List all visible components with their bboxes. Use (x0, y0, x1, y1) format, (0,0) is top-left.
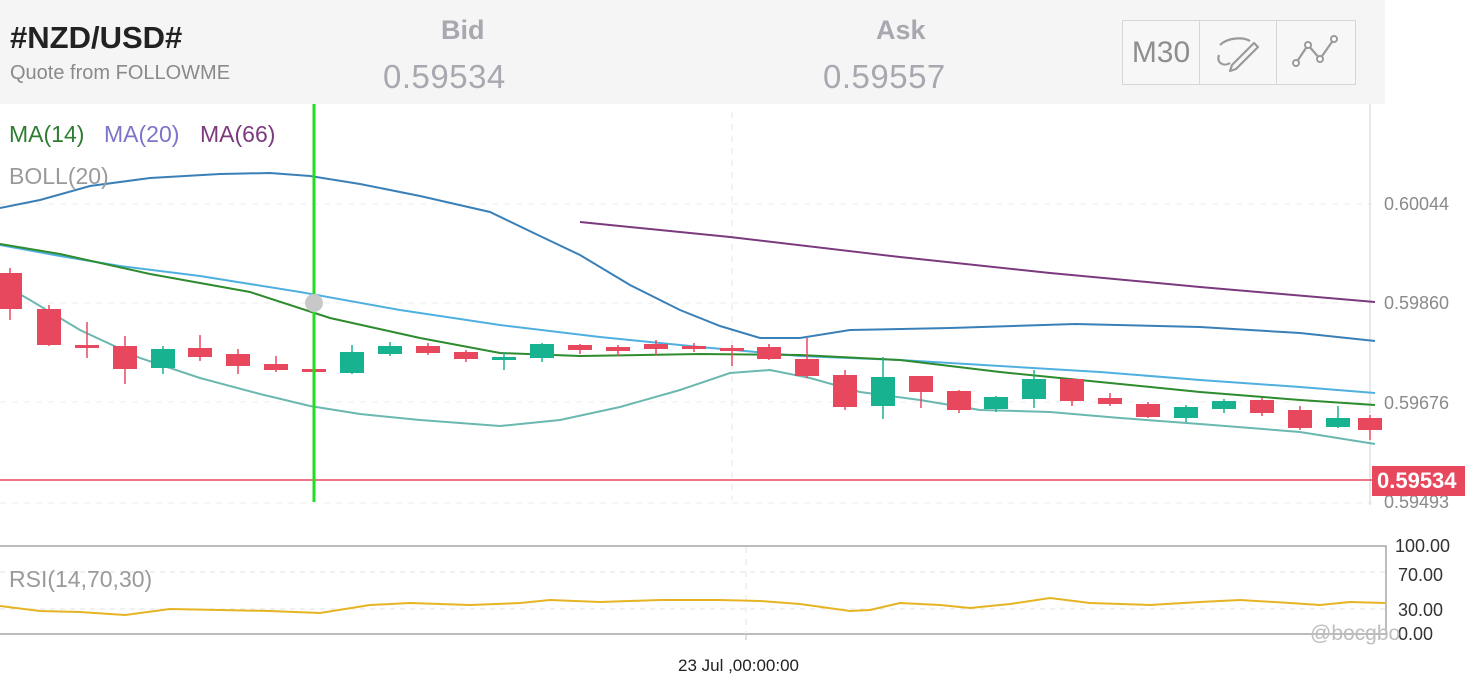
boll-lower-line (0, 282, 1376, 445)
price-axis-label-1: 0.60044 (1384, 194, 1450, 214)
candle-body (416, 346, 440, 353)
legend-ma66: MA(66) (200, 121, 276, 147)
candle-body (37, 309, 61, 345)
rsi-line (0, 596, 1386, 617)
legend-ma20: MA(20) (104, 121, 180, 147)
rsi-level-100: 100.00 (1395, 536, 1451, 556)
bid-label: Bid (441, 15, 485, 45)
candle-body (984, 397, 1008, 409)
candle-body (75, 345, 99, 348)
candle-body (151, 349, 175, 368)
candle-body (1098, 398, 1122, 404)
candle-body (1250, 400, 1274, 413)
legend-boll: BOLL(20) (9, 163, 109, 189)
ma14-line (0, 243, 1376, 406)
quote-source: Quote from FOLLOWME (10, 62, 231, 84)
candle-body (113, 346, 137, 369)
header-right-margin (1385, 0, 1465, 104)
candle-body (378, 346, 402, 354)
candle-body (530, 344, 554, 358)
candle-body (720, 348, 744, 351)
rsi-level-70: 70.00 (1398, 565, 1444, 585)
legend-ma14: MA(14) (9, 121, 85, 147)
boll-upper-line (0, 171, 1376, 342)
candle-body (264, 364, 288, 370)
candle-body (606, 347, 630, 351)
candle-body (644, 344, 668, 349)
timeframe-button[interactable]: M30 (1123, 21, 1200, 84)
timeframe-label: M30 (1131, 35, 1191, 69)
pencil-draw-icon (1217, 36, 1260, 72)
rsi-panel-border (0, 545, 1387, 635)
rsi-level-30: 30.00 (1398, 600, 1444, 620)
ask-label: Ask (876, 15, 926, 45)
candle-body (1174, 407, 1198, 418)
candle-body (1288, 410, 1312, 428)
rsi-label: RSI(14,70,30) (9, 566, 153, 592)
candle-body (833, 375, 857, 407)
candle-body (454, 352, 478, 359)
candle-body (568, 345, 592, 350)
rsi-level-0: 0.00 (1398, 624, 1434, 644)
candle-body (188, 348, 212, 357)
candle-body (871, 377, 895, 406)
candle-body (1326, 418, 1350, 427)
candle-body (340, 352, 364, 373)
indicator-button[interactable] (1277, 21, 1354, 84)
symbol-title[interactable]: #NZD/USD# (10, 20, 183, 55)
candle-body (226, 354, 250, 366)
candle-body (947, 391, 971, 410)
price-axis-label-3: 0.59676 (1384, 393, 1450, 413)
price-axis-label-2: 0.59860 (1384, 293, 1450, 313)
candle-body (0, 273, 22, 309)
time-axis-label: 23 Jul ,00:00:00 (678, 656, 799, 675)
candle-body (1358, 418, 1382, 430)
boll-middle-line (0, 244, 1376, 394)
crosshair-handle (305, 294, 323, 312)
candle-body (795, 359, 819, 376)
candle-body (1022, 379, 1046, 399)
watermark: @bocgbo (1310, 622, 1401, 645)
candle-body (682, 346, 706, 349)
candle-body (492, 357, 516, 360)
price-axis-label-4: 0.59493 (1384, 492, 1450, 512)
candle-body (1136, 404, 1160, 417)
ma66-line (579, 221, 1376, 303)
candle-body (909, 376, 933, 392)
ask-value: 0.59557 (823, 58, 946, 95)
line-chart-icon (1291, 34, 1338, 67)
candle-body (757, 347, 781, 359)
chart-toolbar: M30 (1122, 20, 1356, 85)
bid-value: 0.59534 (383, 58, 506, 95)
draw-tools-button[interactable] (1200, 21, 1277, 84)
current-price-tag: 0.59534 (1372, 466, 1465, 496)
candle-body (1060, 379, 1084, 401)
candle-body (1212, 401, 1236, 409)
